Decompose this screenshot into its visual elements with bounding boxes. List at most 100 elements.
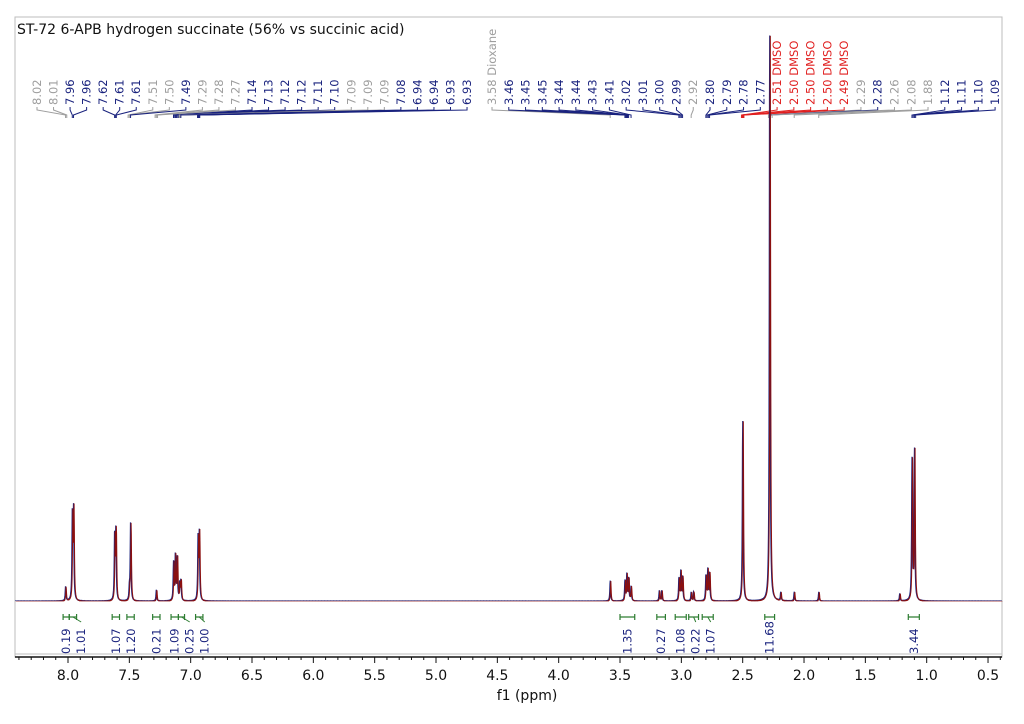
peak-label-connector	[36, 107, 67, 118]
peak-label-connector	[53, 107, 68, 118]
integral-bracket	[152, 614, 161, 620]
integral-value: 0.21	[149, 628, 163, 654]
peak-labels: 8.02 8.01 7.96 7.96 7.62 7.61 7.61 7.51 7.50 7.49…	[30, 29, 1002, 118]
peak-label: 7.50	[162, 79, 176, 105]
x-tick-label: 3.0	[670, 668, 692, 684]
peak-label-connector	[706, 107, 728, 118]
integral-value: 1.35	[620, 628, 634, 654]
peak-label: 2.28	[871, 79, 885, 105]
integral-value: 1.00	[198, 628, 212, 654]
peak-label: 2.80	[703, 79, 717, 105]
peak-label: 7.96	[63, 79, 77, 105]
peak-label-connector	[913, 107, 979, 118]
integral-bracket	[170, 614, 180, 620]
peak-label-connector	[690, 107, 694, 118]
peak-label: 3.43	[586, 79, 600, 105]
peak-label: 7.96	[80, 79, 94, 105]
peak-label: 7.14	[245, 79, 259, 105]
peak-label: 2.50 DMSO	[820, 41, 834, 105]
integrals: 0.19 1.01 1.07 1.20 0.21 1.09 0.25 1.00 1.35 0.27…	[59, 614, 921, 654]
peak-label-connector	[592, 107, 630, 118]
peak-label-connector	[709, 107, 761, 118]
spectrum-line	[15, 35, 1003, 602]
peak-label: 3.00	[653, 79, 667, 105]
integral-bracket	[764, 614, 776, 620]
peak-label-connector	[740, 107, 778, 118]
peak-label: 7.13	[262, 79, 276, 105]
integral-bracket	[674, 614, 687, 620]
peak-label-connector	[115, 107, 121, 118]
peak-label: 3.46	[502, 79, 516, 105]
integral-bracket	[619, 614, 636, 620]
integral-label-connector	[198, 616, 206, 623]
integral-value: 1.08	[674, 628, 688, 654]
x-tick-label: 6.5	[241, 668, 263, 684]
peak-label: 7.09	[361, 79, 375, 105]
x-tick-label: 8.0	[57, 668, 79, 684]
peak-label: 8.01	[47, 79, 61, 105]
peak-label-connector	[558, 107, 628, 118]
x-axis-ticks: 8.0 7.5 7.0 6.5 6.0 5.5 5.0 4.5 4.0 3.5 3.0 2.5 2.0 1…	[18, 657, 1001, 684]
peak-label-connector	[912, 107, 963, 118]
x-axis-label: f1 (ppm)	[497, 688, 558, 704]
peak-label: 2.77	[753, 79, 767, 105]
peak-label: 2.79	[720, 79, 734, 105]
peak-label: 2.99	[669, 79, 683, 105]
peak-label-connector	[771, 107, 895, 118]
peak-label-connector	[128, 107, 170, 118]
peak-label-connector	[707, 107, 745, 118]
integral-value: 0.25	[183, 628, 197, 654]
peak-label: 3.41	[602, 79, 616, 105]
peak-label: 7.12	[295, 79, 309, 105]
integral-bracket	[126, 614, 135, 620]
peak-label: 6.94	[410, 79, 424, 105]
x-tick-label: 6.0	[302, 668, 324, 684]
peak-label: 7.61	[129, 79, 143, 105]
x-tick-label: 0.5	[977, 668, 999, 684]
x-tick-label: 1.5	[854, 668, 876, 684]
peak-label: 7.49	[179, 79, 193, 105]
peak-label-connector	[127, 107, 154, 118]
integral-label-connector	[181, 616, 190, 623]
peak-label-connector	[743, 107, 845, 118]
integral-label-connector	[72, 616, 82, 623]
x-tick-label: 1.0	[916, 668, 938, 684]
peak-label-connector	[659, 107, 682, 118]
peak-label: 8.02	[30, 79, 44, 105]
peak-label-connector	[793, 107, 912, 118]
integral-value: 3.44	[907, 628, 921, 654]
peak-label-connector	[525, 107, 627, 118]
peak-label: 7.61	[113, 79, 127, 105]
peak-label: 3.45	[519, 79, 533, 105]
spectrum-trace	[15, 35, 1003, 602]
x-tick-label: 2.5	[732, 668, 754, 684]
x-tick-label: 5.0	[425, 668, 447, 684]
peak-label: 3.44	[569, 79, 583, 105]
peak-label-connector	[705, 107, 711, 118]
peak-label: 2.51 DMSO	[770, 41, 784, 105]
x-tick-label: 7.0	[180, 668, 202, 684]
peak-label: 7.11	[311, 79, 325, 105]
peak-label: 2.92	[686, 79, 700, 105]
spectrum-overlay-line	[15, 35, 1002, 601]
peak-label: 7.09	[344, 79, 358, 105]
peak-label: 7.08	[394, 79, 408, 105]
integral-value: 1.20	[124, 628, 138, 654]
peak-label: 1.09	[988, 79, 1002, 105]
peak-label: 6.93	[444, 79, 458, 105]
peak-label-connector	[154, 107, 203, 118]
peak-label: 6.94	[427, 79, 441, 105]
peak-label: 2.78	[737, 79, 751, 105]
x-tick-label: 7.5	[118, 668, 140, 684]
peak-label: 2.49 DMSO	[837, 41, 851, 105]
x-tick-label: 5.5	[364, 668, 386, 684]
peak-label-connector	[915, 107, 996, 118]
integral-value: 1.07	[704, 628, 718, 654]
peak-label: 1.12	[938, 79, 952, 105]
peak-label-connector	[155, 107, 220, 118]
peak-label: 3.44	[552, 79, 566, 105]
integral-label-connector	[707, 616, 712, 623]
peak-label-connector	[818, 107, 929, 118]
peak-label-connector	[642, 107, 681, 118]
